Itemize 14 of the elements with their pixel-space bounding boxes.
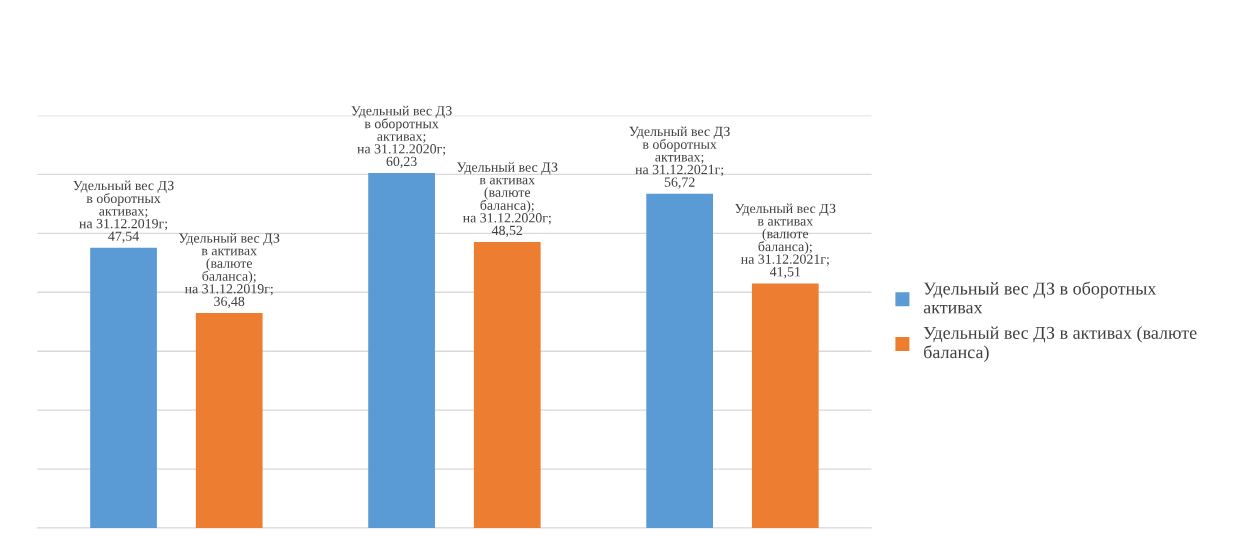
legend-label: Удельный вес ДЗ в оборотных активах [923, 281, 1157, 314]
data-label: Удельный вес ДЗ в оборотных активах; на 31.12.2019г; 47,54 [73, 180, 174, 243]
data-label: Удельный вес ДЗ в оборотных активах; на 31.12.2020г; 60,23 [351, 105, 452, 169]
data-label: Удельный вес ДЗ в активах (валюте баланса); на 31.12.2021г; 41,51 [735, 203, 836, 279]
bar [751, 283, 819, 528]
bar [473, 242, 541, 528]
bar [646, 193, 714, 528]
bar [90, 247, 157, 528]
data-label: Удельный вес ДЗ в оборотных активах; на 31.12.2021г; 56,72 [629, 126, 730, 189]
data-label: Удельный вес ДЗ в активах (валюте баланса); на 31.12.2020г; 48,52 [456, 162, 558, 238]
bar [195, 313, 263, 528]
bar [368, 173, 435, 528]
data-label: Удельный вес ДЗ в активах (валюте баланса); на 31.12.2019г; 36,48 [178, 233, 280, 309]
legend-label: Удельный вес ДЗ в активах (валюте баланса) [923, 326, 1197, 362]
